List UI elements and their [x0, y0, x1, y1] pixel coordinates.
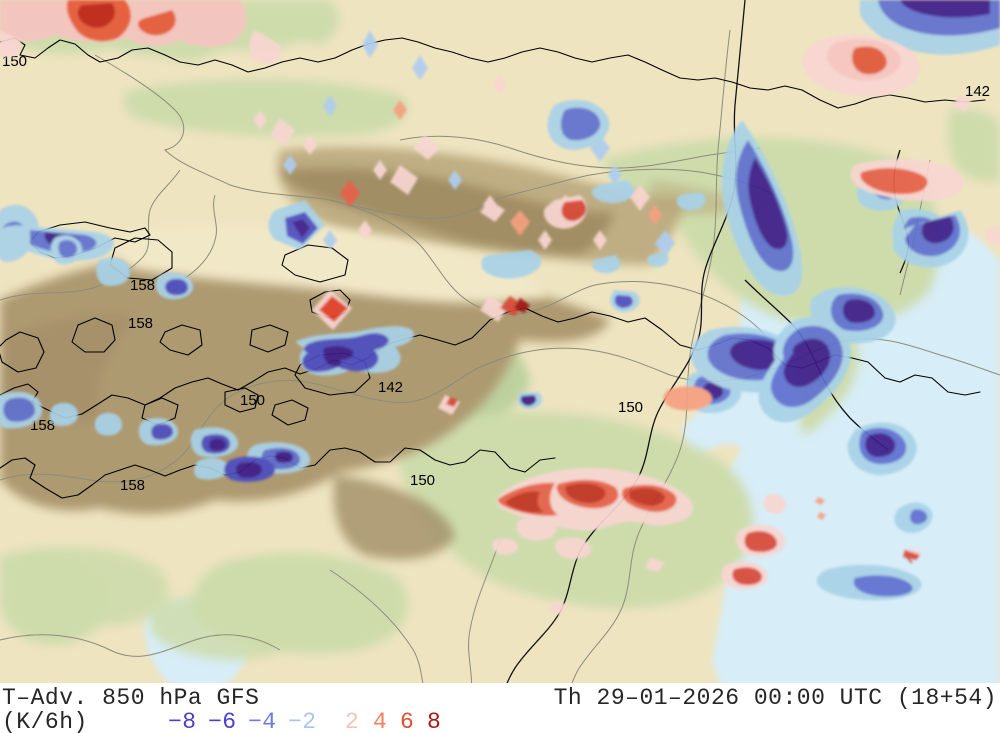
svg-text:−8: −8 [168, 709, 197, 733]
svg-text:−4: −4 [248, 709, 277, 733]
svg-text:6: 6 [400, 709, 414, 733]
svg-text:8: 8 [427, 709, 441, 733]
svg-text:T–Adv. 850 hPa GFS: T–Adv. 850 hPa GFS [2, 685, 259, 711]
svg-text:(K/6h): (K/6h) [2, 709, 88, 733]
svg-text:−2: −2 [288, 709, 317, 733]
svg-text:Th 29–01–2026 00:00 UTC (18+54: Th 29–01–2026 00:00 UTC (18+54) [554, 685, 997, 711]
svg-text:2: 2 [345, 709, 359, 733]
svg-text:−6: −6 [208, 709, 237, 733]
svg-text:4: 4 [373, 709, 387, 733]
